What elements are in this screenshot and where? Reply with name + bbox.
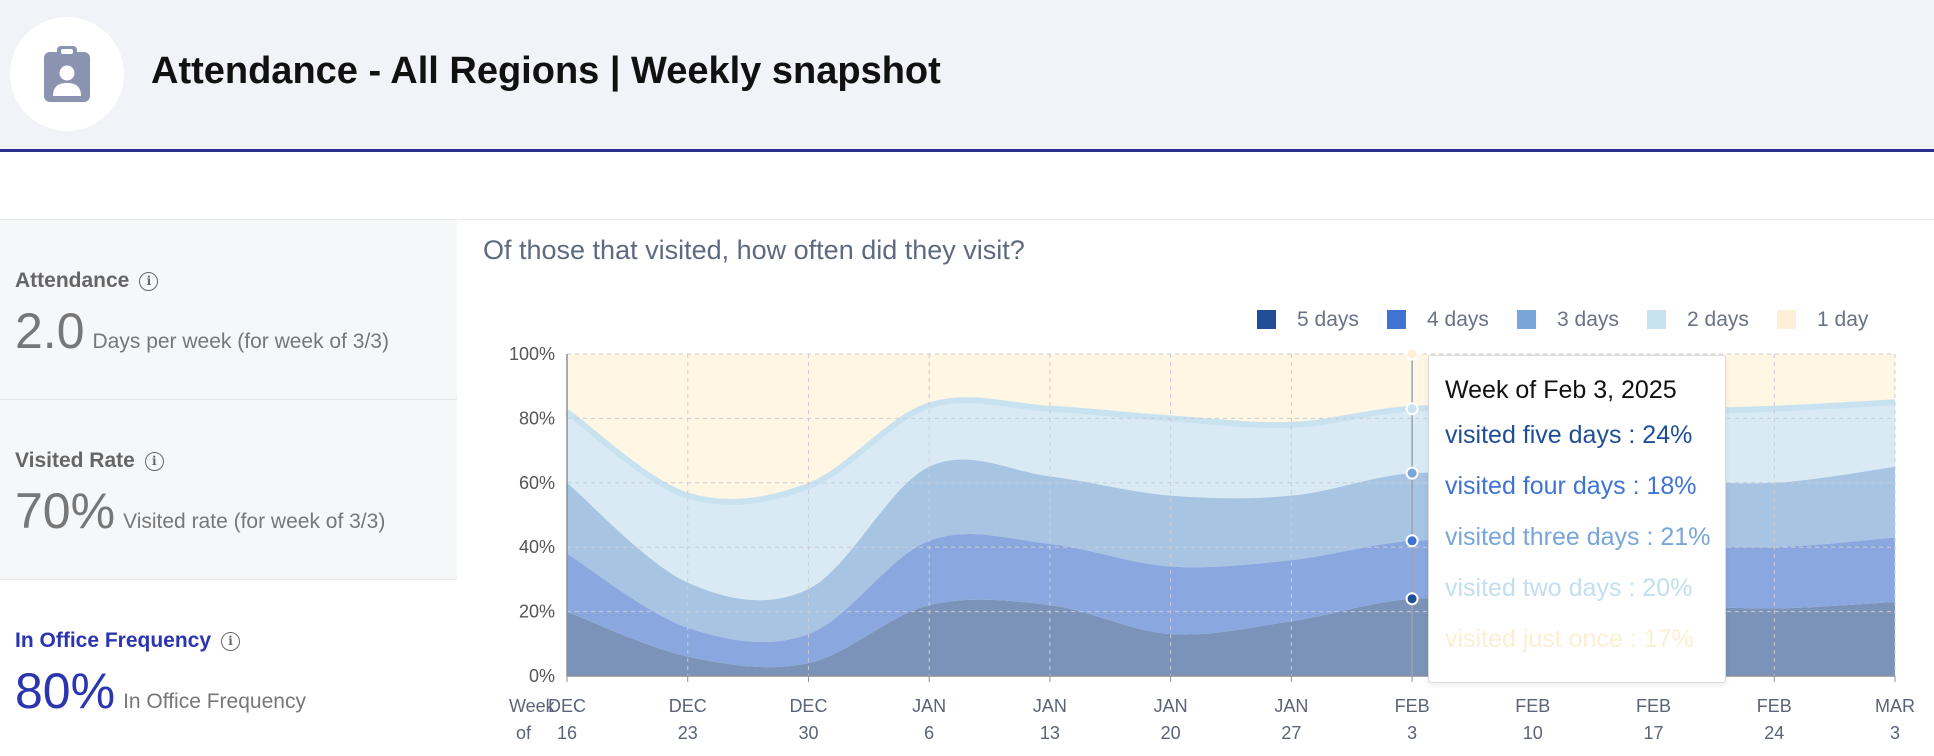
clipboard-user-icon bbox=[10, 17, 124, 131]
x-tick-label: 13 bbox=[1040, 723, 1060, 743]
x-tick-label: FEB bbox=[1395, 696, 1430, 716]
x-tick-label: 16 bbox=[557, 723, 577, 743]
legend-swatch-3-days bbox=[1517, 310, 1536, 329]
x-tick-label: 23 bbox=[678, 723, 698, 743]
x-tick-label: 30 bbox=[798, 723, 818, 743]
x-tick-label: 20 bbox=[1161, 723, 1181, 743]
visited-rate-value: 70% bbox=[15, 483, 116, 539]
attendance-subtext: Days per week (for week of 3/3) bbox=[92, 330, 389, 353]
info-icon[interactable]: i bbox=[144, 451, 164, 471]
x-tick-label: JAN bbox=[1274, 696, 1308, 716]
hover-point-1-day bbox=[1405, 347, 1419, 361]
x-tick-label: FEB bbox=[1636, 696, 1671, 716]
x-tick-label: JAN bbox=[1033, 696, 1067, 716]
y-tick-label: 60% bbox=[519, 473, 555, 493]
info-icon[interactable]: i bbox=[221, 631, 241, 651]
in-office-frequency-subtext: In Office Frequency bbox=[123, 690, 306, 713]
tooltip-title: Week of Feb 3, 2025 bbox=[1445, 376, 1677, 404]
tooltip-line-one-day: visited just once : 17% bbox=[1445, 625, 1694, 653]
legend-label-1-day: 1 day bbox=[1817, 308, 1869, 331]
x-axis-label: of bbox=[516, 723, 532, 743]
y-tick-label: 0% bbox=[529, 666, 555, 686]
x-tick-label: FEB bbox=[1757, 696, 1792, 716]
y-tick-label: 100% bbox=[509, 344, 555, 364]
x-tick-label: 24 bbox=[1764, 723, 1784, 743]
x-tick-label: 3 bbox=[1407, 723, 1417, 743]
metrics-panel: Attendance i 2.0 Days per week (for week… bbox=[0, 219, 457, 756]
x-tick-label: DEC bbox=[669, 696, 707, 716]
y-tick-label: 80% bbox=[519, 408, 555, 428]
hover-point-2-days bbox=[1405, 402, 1419, 416]
in-office-frequency-value: 80% bbox=[15, 663, 116, 719]
x-tick-label: DEC bbox=[789, 696, 827, 716]
x-tick-label: JAN bbox=[1154, 696, 1188, 716]
in-office-frequency-label: In Office Frequency bbox=[15, 629, 212, 652]
chart-panel: Of those that visited, how often did the… bbox=[458, 219, 1934, 756]
tooltip-line-two-days: visited two days : 20% bbox=[1445, 574, 1693, 602]
legend-swatch-4-days bbox=[1387, 310, 1406, 329]
legend-label-3-days: 3 days bbox=[1557, 308, 1619, 331]
x-tick-label: FEB bbox=[1515, 696, 1550, 716]
visited-rate-subtext: Visited rate (for week of 3/3) bbox=[123, 510, 386, 533]
page-title: Attendance - All Regions | Weekly snapsh… bbox=[151, 50, 941, 92]
x-tick-label: 3 bbox=[1890, 723, 1900, 743]
y-tick-label: 20% bbox=[519, 602, 555, 622]
attendance-label: Attendance bbox=[15, 269, 130, 292]
x-tick-label: 27 bbox=[1281, 723, 1301, 743]
info-icon[interactable]: i bbox=[139, 271, 159, 291]
attendance-card: Attendance i 2.0 Days per week (for week… bbox=[0, 220, 457, 400]
x-tick-label: 17 bbox=[1644, 723, 1664, 743]
y-tick-label: 40% bbox=[519, 537, 555, 557]
x-tick-label: 10 bbox=[1523, 723, 1543, 743]
legend-label-2-days: 2 days bbox=[1687, 308, 1749, 331]
in-office-frequency-card[interactable]: In Office Frequency i 80% In Office Freq… bbox=[0, 580, 457, 756]
legend-swatch-5-days bbox=[1257, 310, 1276, 329]
tooltip-line-four-days: visited four days : 18% bbox=[1445, 472, 1697, 500]
hover-point-4-days bbox=[1405, 534, 1419, 548]
legend-label-5-days: 5 days bbox=[1297, 308, 1359, 331]
x-tick-label: MAR bbox=[1875, 696, 1915, 716]
page-header: Attendance - All Regions | Weekly snapsh… bbox=[0, 0, 1934, 152]
attendance-value: 2.0 bbox=[15, 303, 85, 359]
chart-title: Of those that visited, how often did the… bbox=[483, 235, 1025, 265]
x-axis-label: Week bbox=[509, 696, 556, 716]
visited-rate-card: Visited Rate i 70% Visited rate (for wee… bbox=[0, 400, 457, 580]
visited-rate-label: Visited Rate bbox=[15, 449, 135, 472]
tooltip-line-five-days: visited five days : 24% bbox=[1445, 421, 1693, 449]
legend-swatch-2-days bbox=[1647, 310, 1666, 329]
x-tick-label: DEC bbox=[548, 696, 586, 716]
chart-tooltip: Week of Feb 3, 2025 visited five days : … bbox=[1428, 355, 1726, 683]
x-tick-label: JAN bbox=[912, 696, 946, 716]
hover-point-3-days bbox=[1405, 466, 1419, 480]
legend-label-4-days: 4 days bbox=[1427, 308, 1489, 331]
legend-swatch-1-day bbox=[1777, 310, 1796, 329]
x-tick-label: 6 bbox=[924, 723, 934, 743]
tooltip-line-three-days: visited three days : 21% bbox=[1445, 523, 1711, 551]
hover-point-5-days bbox=[1405, 592, 1419, 606]
